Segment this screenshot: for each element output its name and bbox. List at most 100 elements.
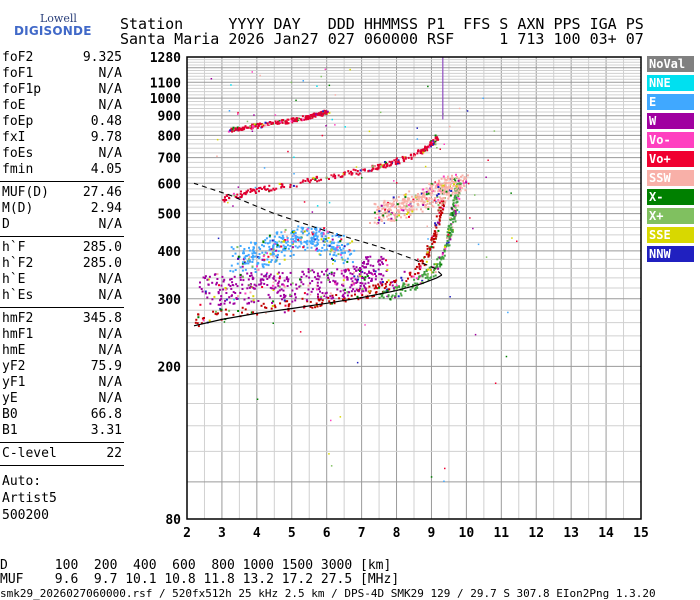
noise-point bbox=[232, 284, 235, 287]
param-separator bbox=[0, 236, 124, 237]
echo-point bbox=[274, 120, 277, 123]
echo-point bbox=[284, 249, 287, 252]
echo-point bbox=[223, 198, 226, 201]
echo-point bbox=[369, 255, 372, 258]
echo-point bbox=[365, 289, 367, 292]
echo-point bbox=[430, 245, 433, 248]
echo-point bbox=[272, 239, 275, 242]
echo-point bbox=[322, 110, 325, 113]
echo-point bbox=[414, 273, 417, 276]
echo-point bbox=[421, 196, 424, 198]
echo-point bbox=[388, 283, 391, 286]
noise-point bbox=[331, 174, 334, 176]
echo-point bbox=[374, 203, 377, 206]
echo-point bbox=[380, 282, 383, 285]
echo-point bbox=[313, 114, 316, 117]
echo-point bbox=[405, 283, 408, 286]
echo-point bbox=[386, 269, 389, 271]
echo-point bbox=[450, 233, 453, 236]
echo-point bbox=[274, 279, 277, 282]
echo-point bbox=[346, 257, 349, 260]
echo-point bbox=[278, 277, 281, 280]
echo-point bbox=[294, 234, 297, 237]
echo-point bbox=[429, 145, 432, 148]
echo-point bbox=[398, 205, 400, 208]
echo-point bbox=[403, 214, 406, 217]
echo-point bbox=[294, 120, 297, 123]
echo-point bbox=[242, 250, 245, 253]
echo-point bbox=[410, 195, 413, 198]
param-value: N/A bbox=[98, 327, 122, 342]
echo-point bbox=[234, 252, 237, 255]
echo-point bbox=[241, 306, 244, 309]
noise-point bbox=[278, 240, 280, 243]
echo-point bbox=[341, 244, 343, 246]
echo-point bbox=[450, 235, 453, 238]
echo-point bbox=[282, 284, 285, 287]
echo-point bbox=[330, 248, 333, 251]
echo-point bbox=[420, 208, 422, 211]
echo-point bbox=[258, 190, 260, 193]
y-tick-label: 300 bbox=[158, 293, 182, 308]
noise-point bbox=[237, 111, 239, 114]
param-value: 285.0 bbox=[82, 256, 122, 271]
echo-point bbox=[254, 271, 257, 273]
echo-point bbox=[283, 258, 286, 261]
echo-point bbox=[346, 243, 349, 246]
echo-point bbox=[449, 228, 452, 231]
echo-point bbox=[375, 275, 378, 278]
noise-point bbox=[290, 81, 293, 84]
echo-point bbox=[406, 209, 409, 212]
echo-point bbox=[260, 188, 263, 190]
echo-point bbox=[448, 178, 451, 181]
echo-point bbox=[448, 185, 450, 188]
echo-point bbox=[316, 305, 319, 308]
echo-point bbox=[314, 244, 317, 247]
echo-point bbox=[316, 243, 319, 246]
echo-point bbox=[465, 180, 468, 183]
echo-point bbox=[283, 293, 285, 296]
echo-point bbox=[367, 259, 370, 262]
echo-point bbox=[248, 284, 251, 286]
echo-point bbox=[410, 157, 413, 160]
echo-point bbox=[312, 112, 315, 115]
echo-point bbox=[437, 256, 440, 259]
echo-point bbox=[225, 298, 228, 301]
noise-point bbox=[424, 165, 427, 168]
param-name: MUF(D) bbox=[2, 185, 49, 200]
echo-point bbox=[332, 279, 335, 282]
echo-point bbox=[379, 163, 382, 166]
echo-point bbox=[235, 297, 238, 300]
echo-point bbox=[443, 177, 446, 180]
echo-point bbox=[232, 270, 235, 273]
echo-point bbox=[443, 202, 446, 205]
echo-point bbox=[372, 284, 375, 287]
noise-point bbox=[325, 125, 327, 127]
echo-point bbox=[377, 164, 380, 166]
echo-point bbox=[342, 274, 345, 277]
echo-point bbox=[278, 245, 281, 248]
echo-point bbox=[357, 290, 360, 293]
echo-point bbox=[272, 187, 275, 190]
noise-point bbox=[287, 150, 289, 153]
echo-point bbox=[412, 198, 415, 201]
echo-point bbox=[236, 262, 239, 265]
echo-point bbox=[413, 152, 416, 155]
echo-point bbox=[415, 277, 418, 280]
echo-point bbox=[273, 304, 276, 307]
echo-point bbox=[344, 288, 346, 291]
legend-item-vo: Vo- bbox=[647, 132, 694, 148]
echo-point bbox=[452, 202, 455, 205]
echo-point bbox=[310, 115, 313, 117]
echo-point bbox=[282, 248, 285, 251]
echo-point bbox=[272, 277, 275, 280]
echo-point bbox=[272, 243, 275, 246]
echo-point bbox=[290, 250, 293, 253]
param-value: 2.94 bbox=[90, 201, 122, 216]
echo-point bbox=[448, 231, 451, 234]
echo-point bbox=[307, 180, 310, 182]
echo-point bbox=[299, 284, 302, 287]
echo-point bbox=[274, 286, 277, 289]
echo-point bbox=[437, 190, 440, 193]
echo-point bbox=[283, 230, 286, 233]
